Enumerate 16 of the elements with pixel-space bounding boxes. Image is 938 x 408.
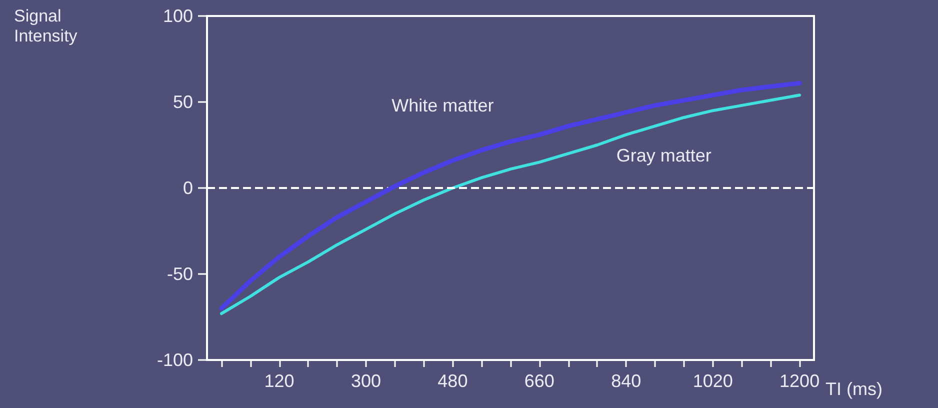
x-tick-label: 480	[438, 371, 468, 391]
y-tick-label: -100	[156, 350, 193, 370]
x-tick-label: 120	[264, 371, 294, 391]
y-axis-title: Signal Intensity	[14, 6, 78, 46]
x-tick-label: 660	[524, 371, 554, 391]
y-tick-label: 0	[182, 178, 193, 198]
x-tick-label: 840	[611, 371, 642, 391]
x-tick-label: 1020	[692, 371, 733, 391]
series-label: Gray matter	[616, 145, 712, 166]
y-tick-label: 100	[162, 6, 193, 26]
y-tick-label: 50	[172, 92, 193, 112]
x-tick-label: 300	[350, 371, 381, 391]
x-axis-title: TI (ms)	[825, 379, 882, 399]
y-tick-label: -50	[166, 264, 193, 284]
x-tick-label: 1200	[780, 371, 820, 391]
series-label: White matter	[392, 95, 494, 116]
